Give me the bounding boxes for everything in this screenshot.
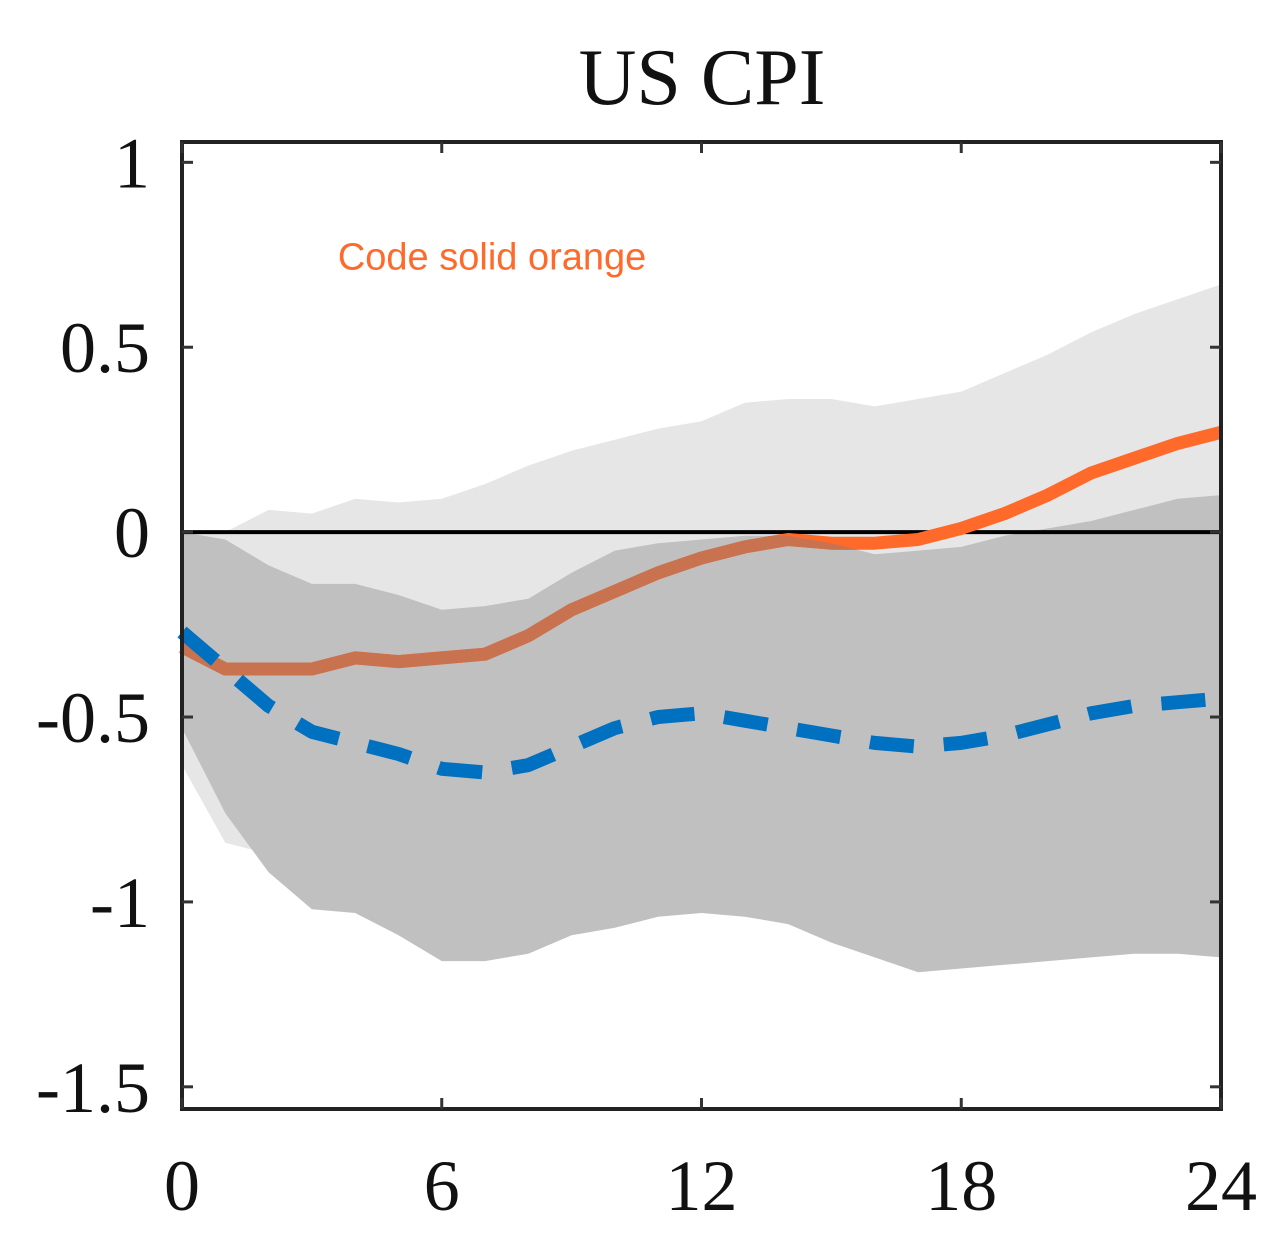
confidence-bands <box>182 284 1221 973</box>
axes-layer <box>180 140 1223 1111</box>
x-tick-label: 24 <box>1185 1146 1257 1226</box>
x-tick-label: 18 <box>925 1146 997 1226</box>
y-tick-label: -0.5 <box>36 678 150 758</box>
x-tick-label: 6 <box>424 1146 460 1226</box>
series-layer <box>177 426 1223 780</box>
x-tick-labels: 0 6 12 18 24 <box>164 1146 1257 1226</box>
chart-annotation: Code solid orange <box>338 237 646 279</box>
chart-title: US CPI <box>579 34 826 122</box>
series-line-muted-segment <box>182 495 1221 676</box>
y-tick-label: 0.5 <box>60 308 150 388</box>
x-tick-label: 12 <box>666 1146 738 1226</box>
y-tick-label: -1.5 <box>36 1048 150 1128</box>
series-line-dashed <box>177 626 1222 780</box>
y-tick-labels: 1 0.5 0 -0.5 -1 -1.5 <box>36 123 150 1127</box>
confidence-band-2 <box>182 495 1221 973</box>
x-tick-label: 0 <box>164 1146 200 1226</box>
y-tick-label: 1 <box>114 123 150 203</box>
y-tick-label: -1 <box>90 863 150 943</box>
y-tick-label: 0 <box>114 493 150 573</box>
